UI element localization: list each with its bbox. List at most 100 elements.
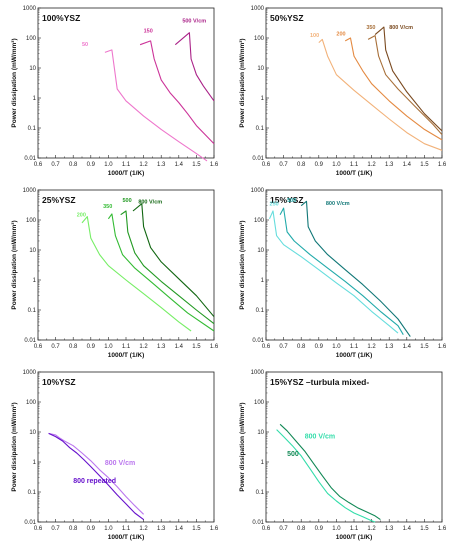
x-tick-label: 0.9	[87, 526, 96, 532]
series-label: 500	[287, 198, 296, 204]
chart-panel-2: 0.6 0.7 0.8 0.9 1.0 1.1 1.2 1.3 1.4 1.5 1.6 0.01 0.1…	[239, 6, 447, 177]
x-tick-label: 1.5	[192, 526, 201, 532]
x-tick-label: 0.8	[69, 526, 78, 532]
series-line-3	[367, 35, 443, 136]
series-label: 500 V/cm	[182, 18, 206, 24]
y-tick-label: 0.1	[256, 126, 265, 132]
x-tick-label: 1.0	[104, 526, 113, 532]
x-tick-label: 1.3	[385, 162, 394, 168]
x-tick-label: 1.4	[403, 526, 412, 532]
x-tick-label: 1.5	[420, 344, 429, 350]
x-tick-label: 0.9	[87, 344, 96, 350]
y-tick-label: 0.1	[28, 490, 37, 496]
x-tick-label: 1.4	[175, 526, 184, 532]
y-tick-label: 10	[257, 248, 264, 254]
series-line-3	[300, 200, 411, 337]
x-tick-label: 1.5	[420, 162, 429, 168]
x-axis-label: 1000/T (1/K)	[336, 352, 373, 359]
chart-panel-1: 0.6 0.7 0.8 0.9 1.0 1.1 1.2 1.3 1.4 1.5 1.6 0.01 0.1…	[11, 6, 219, 177]
y-tick-label: 0.1	[28, 126, 37, 132]
x-tick-label: 1.6	[438, 344, 447, 350]
y-tick-label: 1000	[23, 6, 37, 12]
plot-frame	[37, 371, 215, 523]
x-tick-label: 1.6	[210, 344, 219, 350]
x-tick-label: 0.9	[87, 162, 96, 168]
y-tick-label: 100	[254, 400, 265, 406]
x-tick-label: 1.6	[210, 162, 219, 168]
y-tick-label: 1	[33, 460, 37, 466]
x-tick-label: 1.1	[122, 344, 131, 350]
series-line-1	[318, 38, 443, 151]
x-tick-label: 0.6	[34, 162, 43, 168]
series-label: 100	[310, 33, 319, 39]
x-tick-label: 0.8	[297, 526, 306, 532]
chart-panel-4: 0.6 0.7 0.8 0.9 1.0 1.1 1.2 1.3 1.4 1.5 1.6 0.01 0.1…	[239, 188, 447, 359]
series-label: 50	[82, 42, 88, 48]
y-tick-label: 100	[26, 218, 37, 224]
x-tick-label: 1.5	[420, 526, 429, 532]
x-tick-label: 1.3	[157, 162, 166, 168]
x-tick-label: 1.6	[438, 162, 447, 168]
y-tick-label: 100	[254, 218, 265, 224]
y-tick-label: 100	[26, 36, 37, 42]
y-tick-label: 10	[29, 66, 36, 72]
x-tick-label: 0.8	[69, 162, 78, 168]
series-label: 800 V/cm	[138, 200, 162, 206]
series-line-1	[276, 429, 376, 523]
y-axis-label: Power dissipation (mW/mm³)	[11, 220, 18, 309]
y-axis-label: Power dissipation (mW/mm³)	[239, 402, 246, 491]
x-tick-label: 0.6	[262, 526, 271, 532]
series-line-1	[268, 210, 399, 334]
x-axis-label: 1000/T (1/K)	[336, 170, 373, 177]
x-tick-label: 1.1	[350, 162, 359, 168]
series-line-2	[344, 37, 443, 141]
plot-frame	[265, 371, 443, 523]
series-label: 500	[122, 198, 131, 204]
y-tick-label: 1000	[23, 370, 37, 376]
panel-title: 15%YSZ	[270, 195, 304, 205]
x-tick-label: 1.4	[403, 162, 412, 168]
series-line-3	[174, 32, 215, 102]
y-axis-label: Power dissipation (mW/mm³)	[11, 38, 18, 127]
x-tick-label: 0.6	[34, 344, 43, 350]
y-tick-label: 0.01	[252, 520, 264, 526]
series-line-1	[104, 49, 208, 162]
panel-title: 25%YSZ	[42, 195, 76, 205]
x-tick-label: 1.3	[157, 526, 166, 532]
series-line-3	[120, 210, 215, 325]
plot-frame	[265, 189, 443, 341]
x-tick-label: 1.1	[350, 344, 359, 350]
x-tick-label: 1.2	[139, 526, 148, 532]
x-tick-label: 1.3	[157, 344, 166, 350]
series-label: 800 V/cm	[389, 25, 413, 31]
x-tick-label: 0.6	[34, 526, 43, 532]
chart-panel-5: 0.6 0.7 0.8 0.9 1.0 1.1 1.2 1.3 1.4 1.5 1.6 0.01 0.1…	[11, 370, 219, 541]
y-tick-label: 10	[257, 430, 264, 436]
x-tick-label: 1.2	[367, 162, 376, 168]
x-tick-label: 0.7	[279, 526, 288, 532]
x-tick-label: 0.7	[51, 344, 60, 350]
y-tick-label: 1	[261, 96, 265, 102]
y-tick-label: 0.1	[256, 490, 265, 496]
y-tick-label: 10	[29, 248, 36, 254]
series-label: 350	[103, 204, 112, 210]
plot-frame	[265, 7, 443, 159]
y-tick-label: 0.01	[24, 520, 36, 526]
x-axis-label: 1000/T (1/K)	[108, 170, 145, 177]
panel-title: 50%YSZ	[270, 13, 304, 23]
y-tick-label: 1000	[251, 6, 265, 12]
x-tick-label: 1.2	[367, 344, 376, 350]
x-tick-label: 1.3	[385, 526, 394, 532]
series-line-2	[279, 207, 404, 335]
x-axis-label: 1000/T (1/K)	[336, 534, 373, 541]
y-tick-label: 1000	[251, 370, 265, 376]
x-tick-label: 0.7	[279, 162, 288, 168]
y-axis-label: Power dissipation (mW/mm³)	[239, 220, 246, 309]
y-axis-label: Power dissipation (mW/mm³)	[239, 38, 246, 127]
x-tick-label: 1.0	[332, 344, 341, 350]
series-label: 200	[336, 32, 345, 38]
x-tick-label: 0.7	[51, 162, 60, 168]
x-tick-label: 0.6	[262, 162, 271, 168]
series-label: 150	[144, 29, 153, 35]
y-tick-label: 1	[33, 96, 37, 102]
